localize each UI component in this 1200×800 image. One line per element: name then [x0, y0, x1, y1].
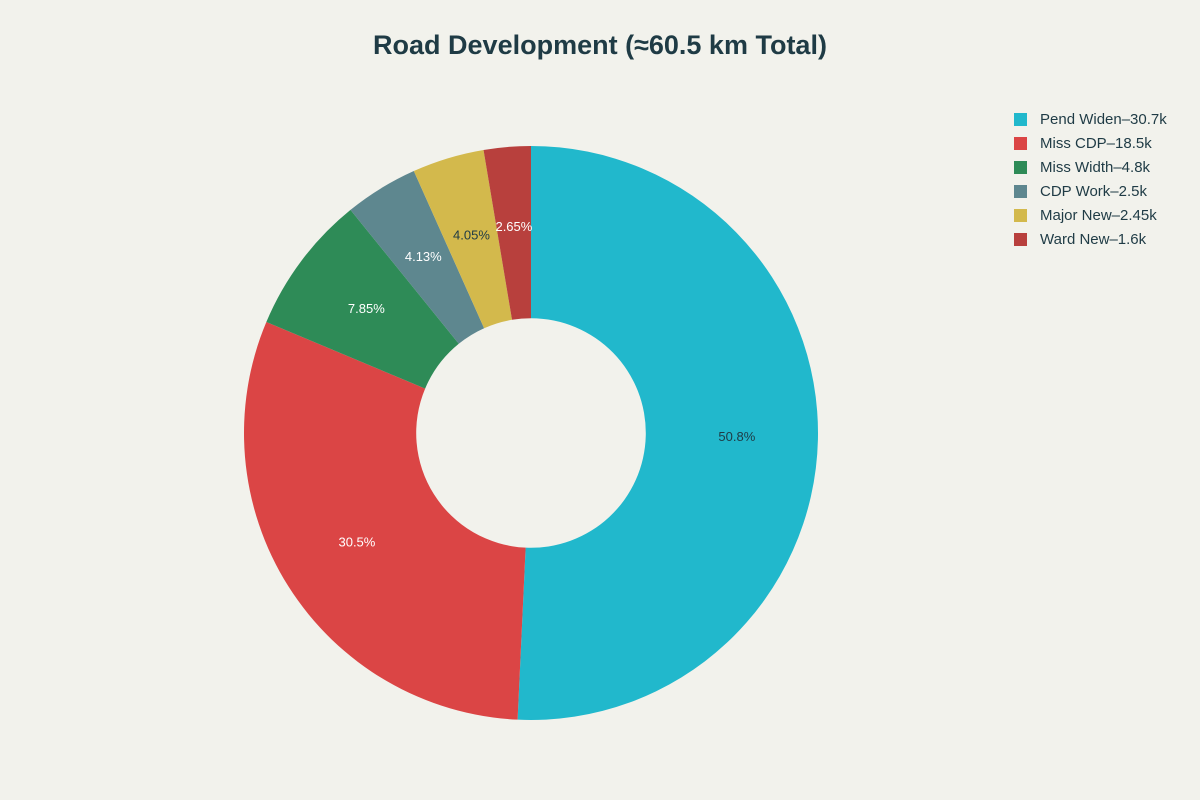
slice-percent-label-5: 4.05% [453, 227, 490, 242]
legend-label: CDP Work–2.5k [1040, 182, 1147, 200]
legend-item-3[interactable]: Miss Width–4.8k [1014, 155, 1167, 179]
slices-group [243, 146, 819, 720]
legend-swatch [1014, 184, 1027, 198]
slice-percent-label-3: 7.85% [348, 301, 385, 316]
slice-percent-label-2: 30.5% [338, 534, 375, 549]
slice-labels-group: 50.8% 30.5% 7.85% 4.13% 4.05% 2.65% [338, 219, 755, 549]
legend-item-4[interactable]: CDP Work–2.5k [1014, 179, 1167, 203]
legend-item-5[interactable]: Major New–2.45k [1014, 203, 1167, 227]
legend-label: Ward New–1.6k [1040, 230, 1147, 248]
legend-swatch [1014, 112, 1027, 126]
chart-title: Road Development (≈60.5 km Total) [373, 30, 827, 60]
legend: Pend Widen–30.7k Miss CDP–18.5k Miss Width… [1014, 107, 1167, 251]
slice-percent-label-6: 2.65% [495, 219, 532, 234]
donut-slice-3 [266, 209, 459, 389]
legend-swatch [1014, 232, 1027, 246]
legend-item-6[interactable]: Ward New–1.6k [1014, 227, 1167, 251]
legend-swatch [1014, 160, 1027, 174]
legend-label: Pend Widen–30.7k [1040, 110, 1167, 128]
donut-slice-2 [243, 321, 526, 720]
donut-slice-4 [350, 171, 485, 344]
slice-percent-label-4: 4.13% [405, 249, 442, 264]
donut-slice-1 [517, 146, 819, 720]
legend-item-2[interactable]: Miss CDP–18.5k [1014, 131, 1167, 155]
legend-item-1[interactable]: Pend Widen–30.7k [1014, 107, 1167, 131]
legend-label: Major New–2.45k [1040, 206, 1157, 224]
legend-swatch [1014, 208, 1027, 222]
legend-label: Miss CDP–18.5k [1040, 134, 1152, 152]
legend-label: Miss Width–4.8k [1040, 158, 1151, 176]
legend-swatch [1014, 136, 1027, 150]
donut-slice-5 [413, 149, 513, 329]
slice-percent-label-1: 50.8% [718, 429, 755, 444]
donut-slice-6 [483, 146, 531, 320]
